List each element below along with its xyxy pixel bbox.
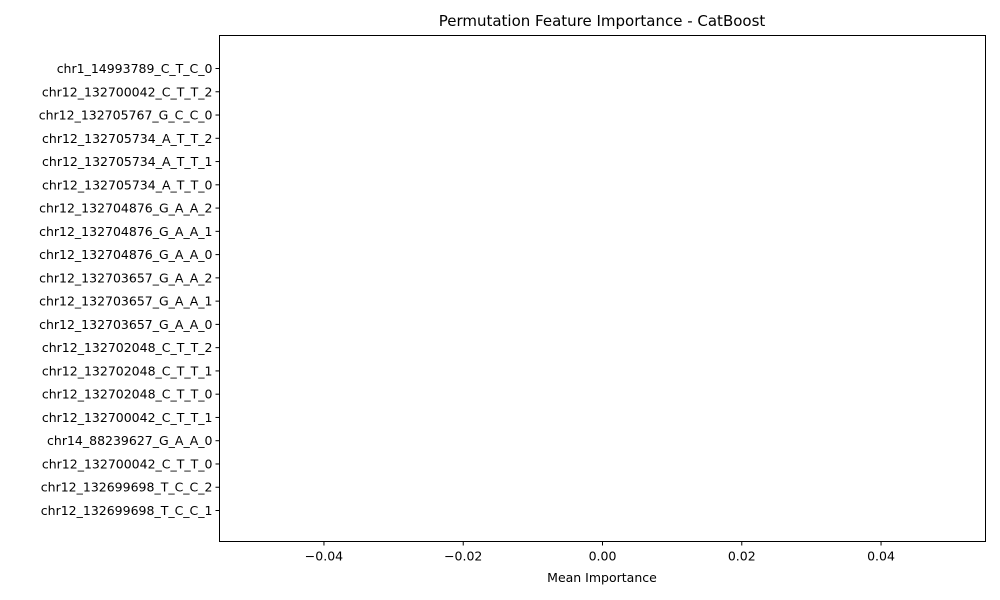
y-tick-label: chr12_132703657_G_A_A_1	[39, 294, 212, 309]
chart-title: Permutation Feature Importance - CatBoos…	[439, 12, 766, 30]
y-tick-label: chr12_132700042_C_T_T_2	[42, 84, 213, 99]
x-tick-label: 0.04	[867, 549, 895, 564]
y-tick-label: chr12_132705734_A_T_T_1	[42, 154, 212, 169]
y-tick-label: chr12_132704876_G_A_A_2	[39, 201, 212, 216]
x-axis: −0.04 −0.02 0.00 0.02 0.04	[305, 541, 895, 564]
y-tick-label: chr12_132705767_G_C_C_0	[39, 108, 213, 123]
plot-frame	[219, 35, 986, 542]
y-tick-label: chr12_132704876_G_A_A_1	[39, 224, 212, 239]
x-tick-label: 0.02	[728, 549, 756, 564]
y-tick-label: chr12_132700042_C_T_T_0	[42, 456, 213, 471]
y-tick-label: chr1_14993789_C_T_C_0	[57, 61, 213, 76]
y-tick-label: chr14_88239627_G_A_A_0	[47, 433, 213, 448]
x-tick-label: 0.00	[589, 549, 617, 564]
y-tick-label: chr12_132702048_C_T_T_0	[42, 387, 213, 402]
y-tick-label: chr12_132700042_C_T_T_1	[42, 410, 213, 425]
y-tick-label: chr12_132703657_G_A_A_0	[39, 317, 212, 332]
y-tick-label: chr12_132702048_C_T_T_2	[42, 340, 213, 355]
y-tick-label: chr12_132699698_T_C_C_2	[41, 480, 213, 495]
y-tick-label: chr12_132703657_G_A_A_2	[39, 270, 212, 285]
y-tick-label: chr12_132705734_A_T_T_2	[42, 131, 212, 146]
x-axis-label: Mean Importance	[547, 570, 657, 585]
y-tick-label: chr12_132705734_A_T_T_0	[42, 177, 212, 192]
y-tick-label: chr12_132702048_C_T_T_1	[42, 363, 213, 378]
x-tick-label: −0.04	[305, 549, 343, 564]
y-tick-label: chr12_132704876_G_A_A_0	[39, 247, 212, 262]
y-tick-label: chr12_132699698_T_C_C_1	[41, 503, 213, 518]
x-tick-label: −0.02	[444, 549, 482, 564]
y-axis: chr1_14993789_C_T_C_0 chr12_132700042_C_T…	[39, 61, 220, 518]
